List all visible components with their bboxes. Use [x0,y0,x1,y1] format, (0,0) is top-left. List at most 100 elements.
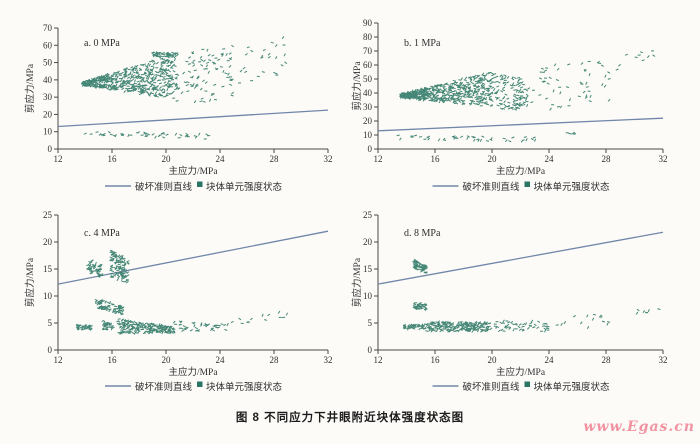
y-tick-label: 20 [363,116,373,126]
y-tick-label: 10 [363,291,373,301]
legend: 破坏准则直线 块体单元强度状态 [105,181,283,193]
figure-caption: 图 8 不同应力下井眼附近块体强度状态图 [235,412,465,424]
subplot-title: a. 0 MPa [84,38,120,49]
x-tick-label: 24 [545,154,555,164]
y-tick-label: 90 [363,18,373,28]
y-axis-title: 剪应力/MPa [24,257,36,307]
x-tick-label: 12 [54,154,63,164]
x-axis-title: 主应力/MPa [168,366,218,378]
y-tick-label: 25 [43,210,53,220]
subplot-c-4mpa: 0 5 10 15 20 25 12 16 20 24 28 32 主应力/MPa 剪应力/MPa c. 4… [24,210,333,393]
legend-line-label: 破坏准则直线 [135,381,193,393]
y-tick-label: 40 [363,88,373,98]
subplot-title: d. 8 MPa [404,228,441,239]
y-tick-label: 50 [363,74,373,84]
y-tick-label: 15 [43,264,53,274]
scatter-points [402,258,661,333]
tick-labels: 0 5 10 15 20 25 12 16 20 24 28 32 [43,210,333,365]
scatter-points [80,36,288,140]
criterion-line [377,117,664,132]
y-tick-label: 20 [43,237,53,247]
y-axis-title: 剪应力/MPa [351,257,363,307]
x-tick-label: 12 [54,355,63,365]
x-tick-label: 24 [216,154,226,164]
x-tick-label: 28 [602,355,612,365]
x-tick-label: 32 [659,355,668,365]
y-tick-label: 15 [363,264,373,274]
x-tick-label: 16 [108,154,118,164]
subplot-b-1mpa: 0 10 20 30 40 50 60 70 80 90 12 16 20 24 28 32 主应力/MPa 剪应… [351,18,668,193]
criterion-line [57,109,329,128]
legend-scatter-label: 块体单元强度状态 [206,181,283,193]
legend-square-sample [524,181,530,187]
y-tick-label: 20 [43,109,53,119]
y-axis-title: 剪应力/MPa [24,63,36,113]
y-tick-label: 10 [363,130,373,140]
y-tick-label: 70 [43,23,53,33]
x-axis-title: 主应力/MPa [496,165,546,177]
scatter-dashes [75,249,289,335]
y-tick-label: 0 [48,144,53,154]
y-tick-label: 80 [363,32,373,42]
y-tick-label: 30 [43,92,53,102]
y-tick-label: 25 [363,210,373,220]
x-tick-label: 20 [162,355,172,365]
legend-line-label: 破坏准则直线 [135,181,193,193]
x-axis-title: 主应力/MPa [168,165,218,177]
x-tick-label: 16 [108,355,118,365]
legend-line-label: 破坏准则直线 [463,381,521,393]
watermark: www.Egas.cn [583,419,695,435]
y-tick-label: 20 [363,237,373,247]
x-tick-label: 12 [374,355,383,365]
x-tick-label: 32 [659,154,668,164]
y-axis-title: 剪应力/MPa [351,61,363,111]
x-axis-title: 主应力/MPa [496,366,546,378]
legend-scatter-label: 块体单元强度状态 [206,381,283,393]
x-tick-label: 20 [162,154,172,164]
y-tick-label: 40 [43,75,53,85]
scatter-dashes [396,50,656,143]
y-tick-label: 60 [363,60,373,70]
legend-line-label: 破坏准则直线 [463,181,521,193]
y-tick-label: 0 [368,144,373,154]
subplot-d-8mpa: 0 5 10 15 20 25 12 16 20 24 28 32 主应力/MPa 剪应力/MPa d. 8… [351,210,668,393]
legend: 破坏准则直线 块体单元强度状态 [105,381,283,393]
y-tick-label: 0 [368,345,373,355]
legend-square-sample [197,181,203,187]
legend: 破坏准则直线 块体单元强度状态 [432,181,611,193]
scatter-points [75,249,289,335]
x-tick-label: 32 [324,154,333,164]
legend-scatter-label: 块体单元强度状态 [534,381,611,393]
y-tick-label: 50 [43,58,53,68]
legend-scatter-label: 块体单元强度状态 [534,181,611,193]
y-tick-label: 10 [43,127,53,137]
x-tick-label: 24 [545,355,555,365]
x-tick-label: 20 [488,355,498,365]
tick-labels: 0 10 20 30 40 50 60 70 80 90 12 16 20 24 28 32 [363,18,668,164]
x-tick-label: 20 [488,154,498,164]
subplot-title: b. 1 MPa [404,38,441,49]
scatter-dashes [80,36,288,140]
y-tick-label: 5 [48,318,53,328]
tick-labels: 0 5 10 15 20 25 12 16 20 24 28 32 [363,210,668,365]
tick-labels: 0 10 20 30 40 50 60 70 12 16 20 24 28 32 [43,23,333,164]
legend-square-sample [197,381,203,387]
x-tick-label: 32 [324,355,333,365]
y-tick-label: 70 [363,46,373,56]
x-tick-label: 28 [602,154,612,164]
y-tick-label: 30 [363,102,373,112]
criterion-line [377,231,664,285]
x-tick-label: 16 [431,154,441,164]
x-tick-label: 12 [374,154,383,164]
y-tick-label: 60 [43,40,53,50]
y-tick-label: 5 [368,318,373,328]
y-tick-label: 0 [48,345,53,355]
x-tick-label: 28 [270,355,280,365]
legend: 破坏准则直线 块体单元强度状态 [432,381,611,393]
legend-square-sample [524,381,530,387]
x-tick-label: 24 [216,355,226,365]
subplot-title: c. 4 MPa [84,228,120,239]
scatter-points [396,50,656,143]
x-tick-label: 28 [270,154,280,164]
